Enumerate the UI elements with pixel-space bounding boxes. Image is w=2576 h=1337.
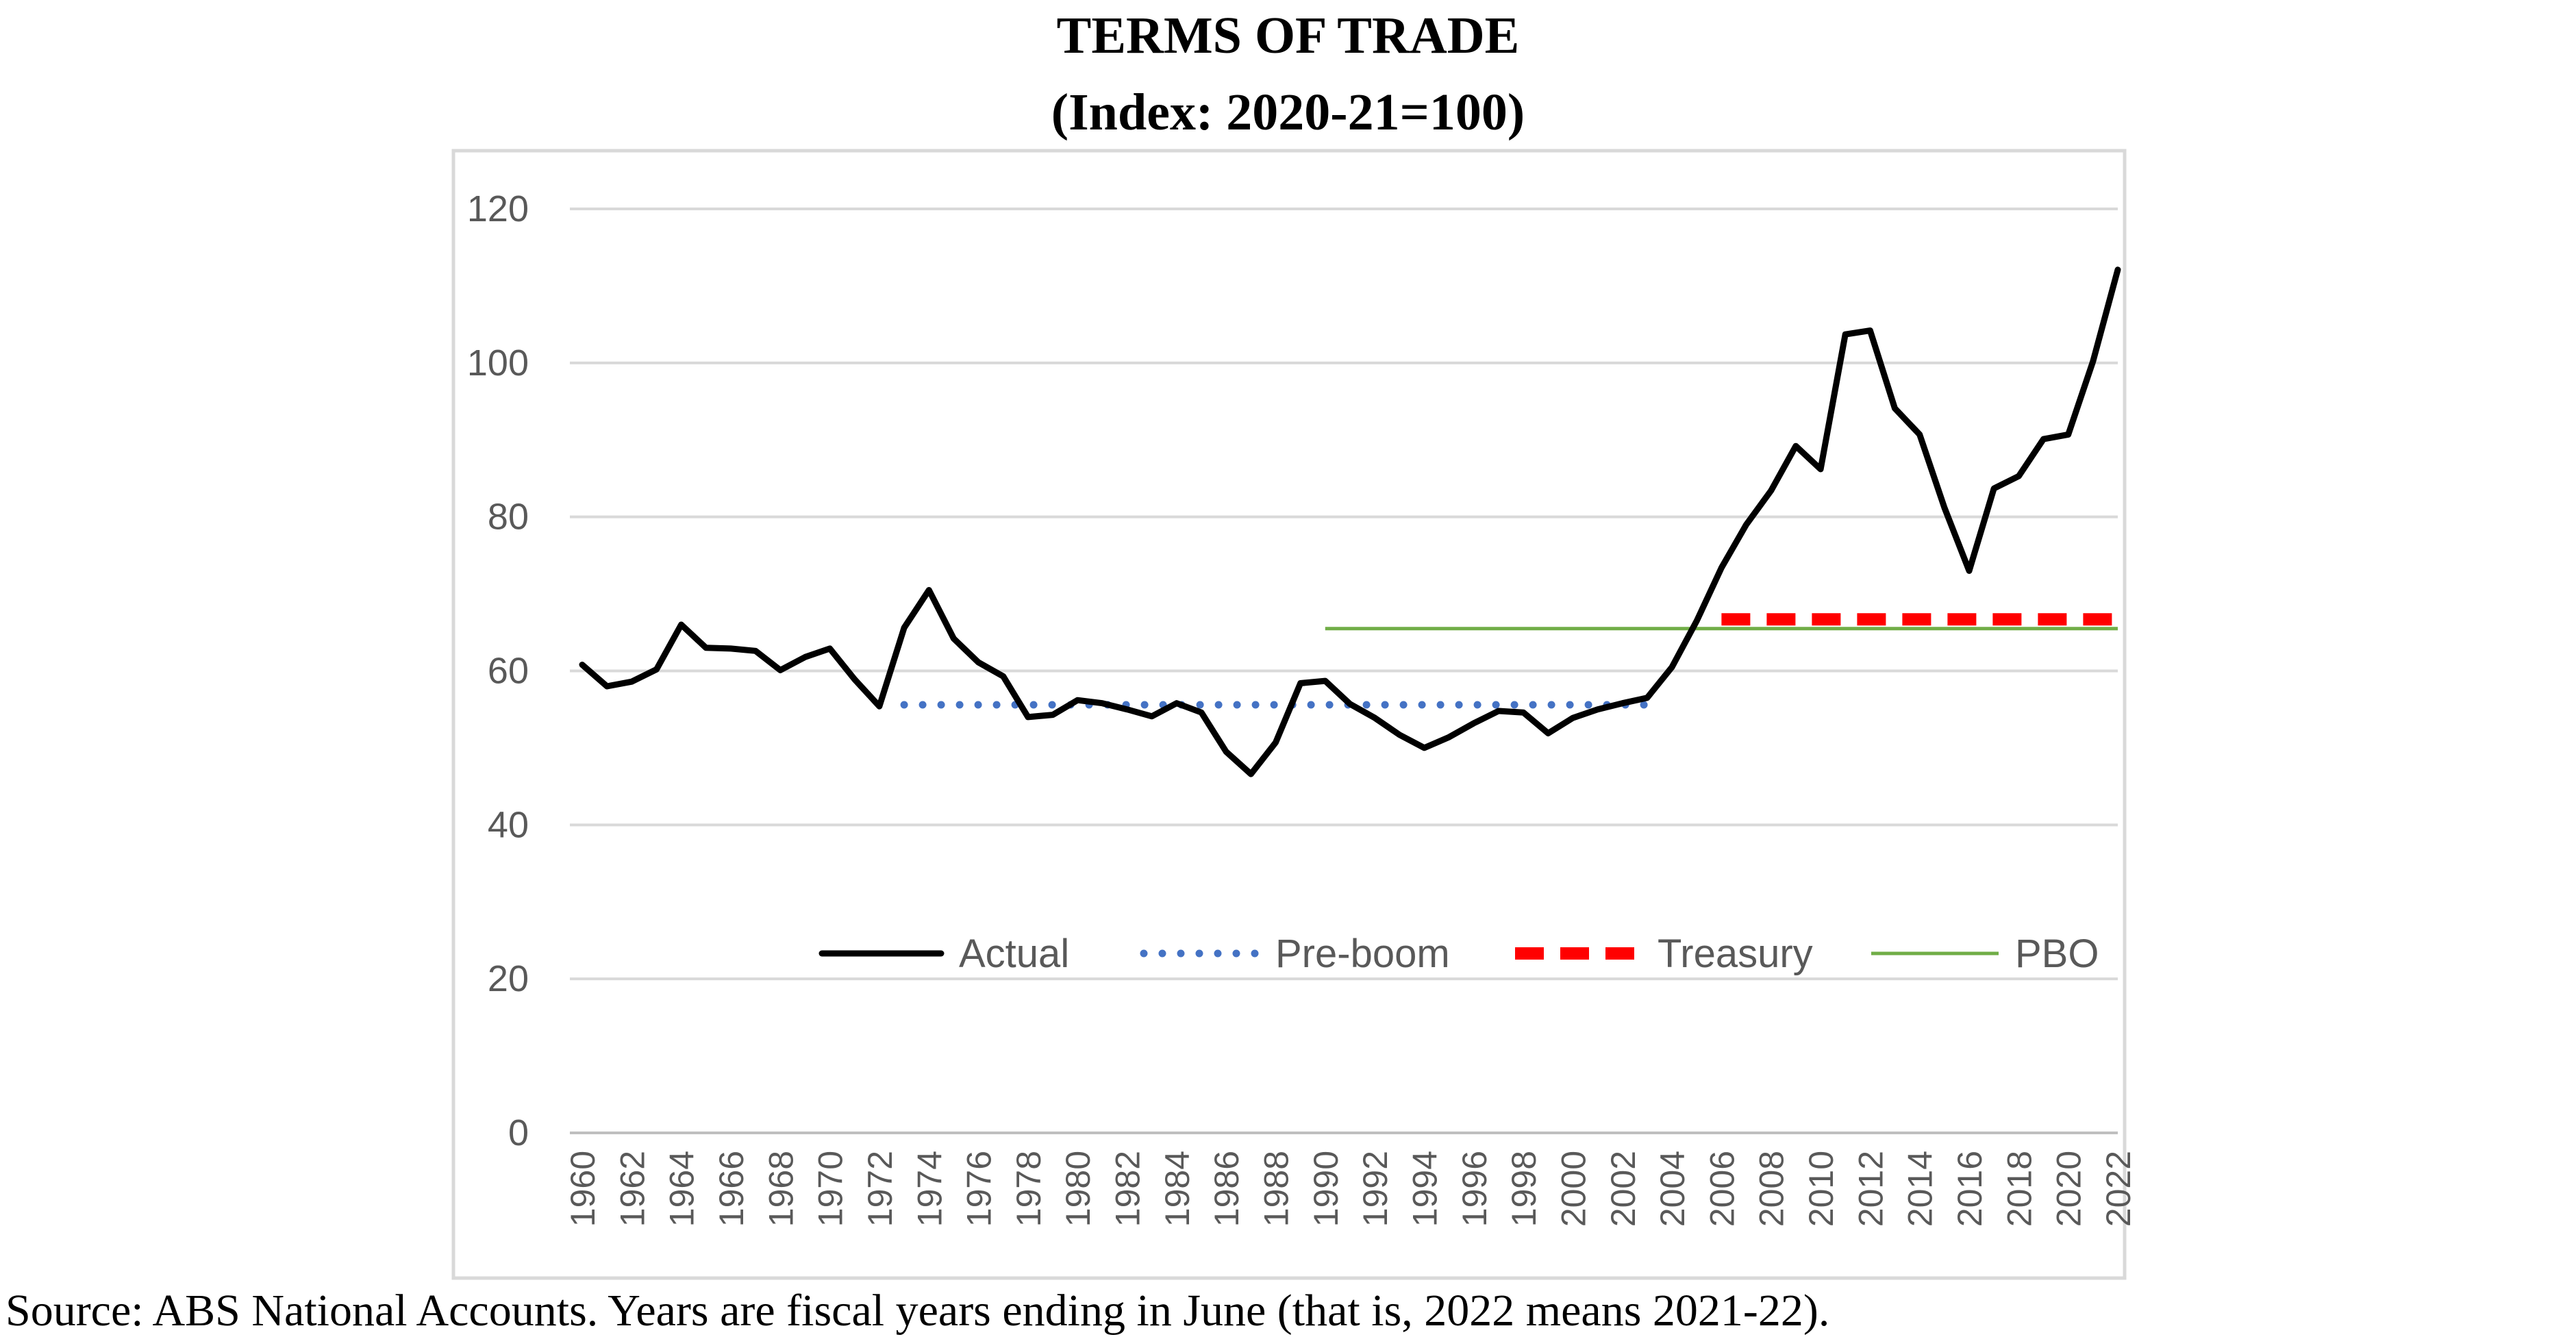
y-tick-label: 60 bbox=[488, 651, 529, 692]
x-tick-label: 1966 bbox=[712, 1151, 751, 1227]
source-note: Source: ABS National Accounts. Years are… bbox=[5, 1286, 1830, 1336]
x-tick-label: 1996 bbox=[1455, 1151, 1494, 1227]
chart-title: TERMS OF TRADE bbox=[1056, 7, 1520, 64]
x-tick-label: 1974 bbox=[910, 1151, 949, 1227]
x-tick-label: 1962 bbox=[613, 1151, 651, 1227]
x-tick-label: 2000 bbox=[1554, 1151, 1592, 1227]
x-tick-label: 1984 bbox=[1158, 1151, 1197, 1227]
x-tick-label: 2018 bbox=[2000, 1151, 2038, 1227]
x-tick-label: 1964 bbox=[663, 1151, 701, 1227]
legend-label-actual: Actual bbox=[959, 932, 1069, 976]
x-tick-label: 2014 bbox=[1901, 1151, 1940, 1227]
legend-label-pre-boom: Pre-boom bbox=[1275, 932, 1450, 976]
x-tick-label: 1968 bbox=[762, 1151, 800, 1227]
x-tick-label: 2016 bbox=[1951, 1151, 1989, 1227]
legend-label-pbo: PBO bbox=[2015, 932, 2099, 976]
x-tick-label: 1986 bbox=[1208, 1151, 1246, 1227]
y-tick-label: 40 bbox=[488, 804, 529, 845]
x-tick-label: 1960 bbox=[564, 1151, 602, 1227]
y-tick-label: 20 bbox=[488, 958, 529, 999]
chart-subtitle: (Index: 2020-21=100) bbox=[1051, 84, 1525, 141]
x-tick-label: 1976 bbox=[960, 1151, 999, 1227]
x-tick-label: 1990 bbox=[1307, 1151, 1345, 1227]
y-tick-label: 100 bbox=[467, 342, 529, 384]
x-tick-label: 2002 bbox=[1604, 1151, 1642, 1227]
y-tick-label: 0 bbox=[508, 1112, 529, 1153]
legend-label-treasury: Treasury bbox=[1658, 932, 1813, 976]
x-tick-label: 1972 bbox=[861, 1151, 899, 1227]
x-tick-label: 1994 bbox=[1405, 1151, 1444, 1227]
x-tick-label: 2010 bbox=[1802, 1151, 1840, 1227]
x-tick-label: 2012 bbox=[1851, 1151, 1890, 1227]
x-tick-label: 2020 bbox=[2050, 1151, 2088, 1227]
series-line-actual bbox=[579, 266, 2121, 777]
x-tick-label: 1970 bbox=[812, 1151, 850, 1227]
x-tick-label: 1988 bbox=[1258, 1151, 1296, 1227]
x-tick-label: 1982 bbox=[1109, 1151, 1147, 1227]
x-tick-label: 2004 bbox=[1653, 1151, 1692, 1227]
x-tick-label: 2008 bbox=[1753, 1151, 1791, 1227]
y-tick-label: 120 bbox=[467, 188, 529, 229]
x-tick-label: 2022 bbox=[2099, 1151, 2138, 1227]
x-tick-label: 1980 bbox=[1059, 1151, 1097, 1227]
x-tick-label: 1992 bbox=[1356, 1151, 1395, 1227]
y-tick-label: 80 bbox=[488, 497, 529, 538]
x-tick-label: 1978 bbox=[1010, 1151, 1048, 1227]
x-tick-label: 1998 bbox=[1505, 1151, 1543, 1227]
x-tick-label: 2006 bbox=[1703, 1151, 1741, 1227]
